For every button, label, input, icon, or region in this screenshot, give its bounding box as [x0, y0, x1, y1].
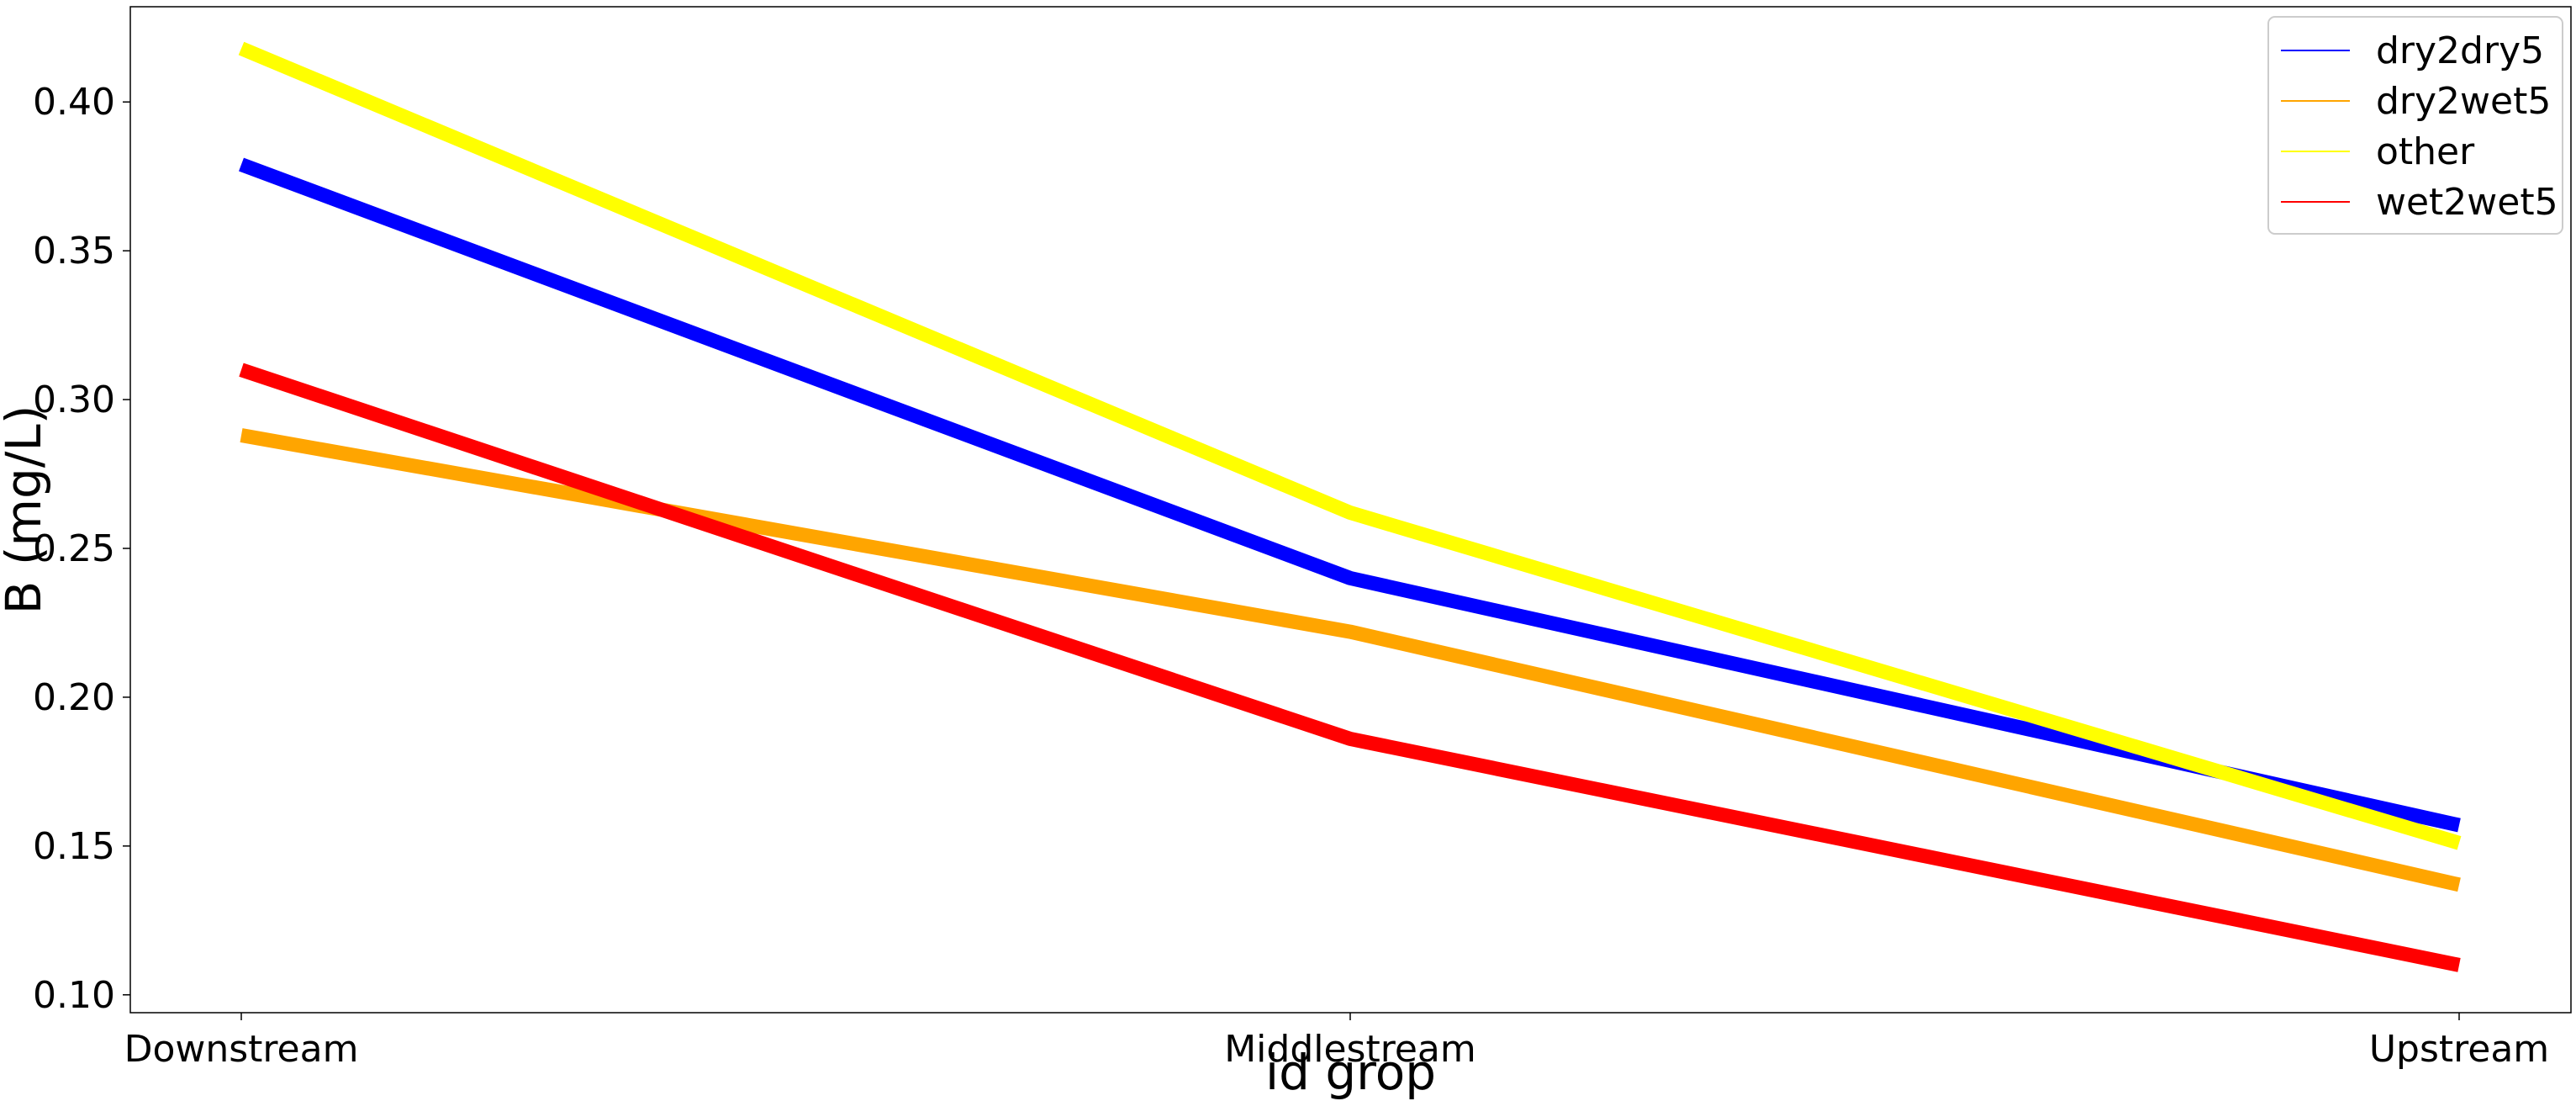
y-axis: 0.10 0.15 0.20 0.25 0.30 0.35 0.40	[33, 81, 130, 1017]
series-line-other	[238, 41, 2462, 850]
legend-label-dry2dry5: dry2dry5	[2376, 29, 2544, 72]
series-layer	[238, 41, 2462, 972]
y-tick-label: 0.20	[33, 676, 115, 719]
y-tick-label: 0.15	[33, 825, 115, 868]
series-line-dry2dry5	[239, 157, 2461, 833]
series-line-dry2wet5	[240, 428, 2461, 892]
y-tick-label: 0.35	[33, 230, 115, 273]
y-tick-label: 0.40	[33, 81, 115, 124]
x-tick-label: Upstream	[2369, 1028, 2549, 1071]
legend: dry2dry5 dry2wet5 other wet2wet5	[2267, 16, 2563, 235]
legend-label-other: other	[2376, 130, 2475, 173]
x-axis-title: id grop	[1265, 1044, 1436, 1101]
legend-label-dry2wet5: dry2wet5	[2376, 80, 2551, 123]
legend-label-wet2wet5: wet2wet5	[2376, 181, 2558, 224]
x-tick-label: Downstream	[124, 1028, 359, 1071]
y-tick-label: 0.30	[33, 378, 115, 421]
y-tick-label: 0.25	[33, 527, 115, 570]
series-line-wet2wet5	[239, 363, 2461, 972]
y-tick-label: 0.10	[33, 974, 115, 1017]
x-axis: Downstream Middlestream Upstream	[124, 1013, 2549, 1071]
y-axis-title: B (mg/L)	[0, 405, 52, 615]
legend-box	[2267, 16, 2563, 235]
x-tick-label: Middlestream	[1224, 1028, 1476, 1071]
